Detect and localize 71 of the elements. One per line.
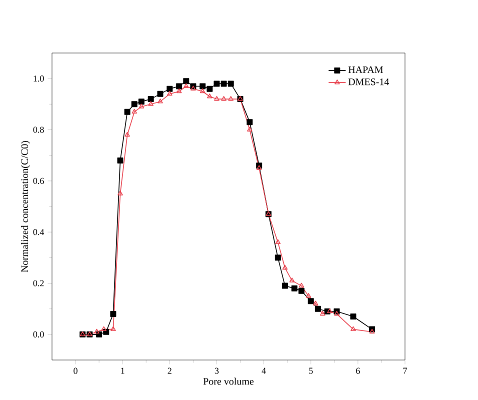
point bbox=[306, 293, 312, 298]
point bbox=[334, 310, 340, 316]
point bbox=[190, 86, 196, 91]
legend-label: HAPAM bbox=[348, 66, 384, 74]
point bbox=[183, 83, 189, 88]
point bbox=[247, 126, 252, 132]
point bbox=[206, 86, 213, 92]
point bbox=[282, 264, 288, 270]
point bbox=[148, 101, 154, 106]
y-tick-label: 1.0 bbox=[34, 76, 44, 82]
point bbox=[308, 298, 314, 304]
y-tick-label: 0.4 bbox=[33, 229, 44, 236]
x-tick-label: 6 bbox=[356, 368, 360, 374]
point bbox=[118, 190, 123, 196]
x-tick-label: 0 bbox=[74, 368, 78, 374]
point bbox=[138, 104, 144, 108]
point bbox=[183, 78, 190, 84]
point bbox=[256, 165, 262, 170]
point bbox=[246, 119, 253, 126]
point bbox=[148, 96, 154, 102]
point bbox=[275, 239, 281, 244]
point bbox=[282, 282, 288, 289]
y-tick-label: 0.2 bbox=[33, 280, 44, 286]
x-tick-label: 4 bbox=[262, 368, 266, 374]
point bbox=[350, 326, 356, 331]
point bbox=[327, 308, 332, 314]
point bbox=[124, 108, 130, 115]
point bbox=[124, 132, 130, 137]
point bbox=[132, 108, 138, 114]
point bbox=[94, 328, 100, 334]
point bbox=[117, 157, 124, 164]
point bbox=[166, 86, 173, 92]
point bbox=[110, 310, 116, 317]
y-tick-label: 0.0 bbox=[33, 331, 44, 338]
point bbox=[110, 326, 116, 331]
x-tick-label: 1 bbox=[121, 368, 124, 374]
point bbox=[228, 96, 234, 101]
point bbox=[312, 300, 318, 306]
point bbox=[200, 88, 206, 94]
legend-label: DMES-14 bbox=[348, 78, 390, 86]
point bbox=[101, 326, 106, 331]
point bbox=[350, 314, 356, 320]
point bbox=[289, 278, 295, 282]
point bbox=[214, 80, 220, 87]
point bbox=[158, 98, 163, 104]
y-tick-label: 0.6 bbox=[33, 178, 44, 184]
point bbox=[157, 90, 164, 97]
point bbox=[228, 80, 234, 87]
point bbox=[214, 96, 220, 101]
x-tick-label: 2 bbox=[168, 368, 172, 374]
point bbox=[207, 93, 212, 98]
point bbox=[167, 90, 172, 96]
point bbox=[298, 288, 304, 294]
point bbox=[131, 101, 138, 108]
point bbox=[221, 96, 226, 101]
x-tick-label: 3 bbox=[214, 368, 219, 374]
x-axis-title: Pore volume bbox=[203, 378, 254, 385]
y-tick-label: 0.8 bbox=[33, 126, 44, 133]
point bbox=[320, 310, 326, 316]
point bbox=[220, 80, 227, 87]
x-tick-label: 7 bbox=[403, 368, 407, 374]
x-tick-label: 5 bbox=[309, 368, 313, 374]
point bbox=[200, 83, 206, 90]
y-axis-title: Normalized concentration(C/C0) bbox=[21, 140, 30, 272]
point bbox=[138, 98, 144, 105]
point bbox=[176, 83, 182, 90]
point bbox=[298, 282, 304, 288]
point bbox=[291, 285, 298, 292]
point bbox=[274, 254, 281, 261]
point bbox=[176, 88, 182, 94]
point bbox=[314, 306, 321, 312]
